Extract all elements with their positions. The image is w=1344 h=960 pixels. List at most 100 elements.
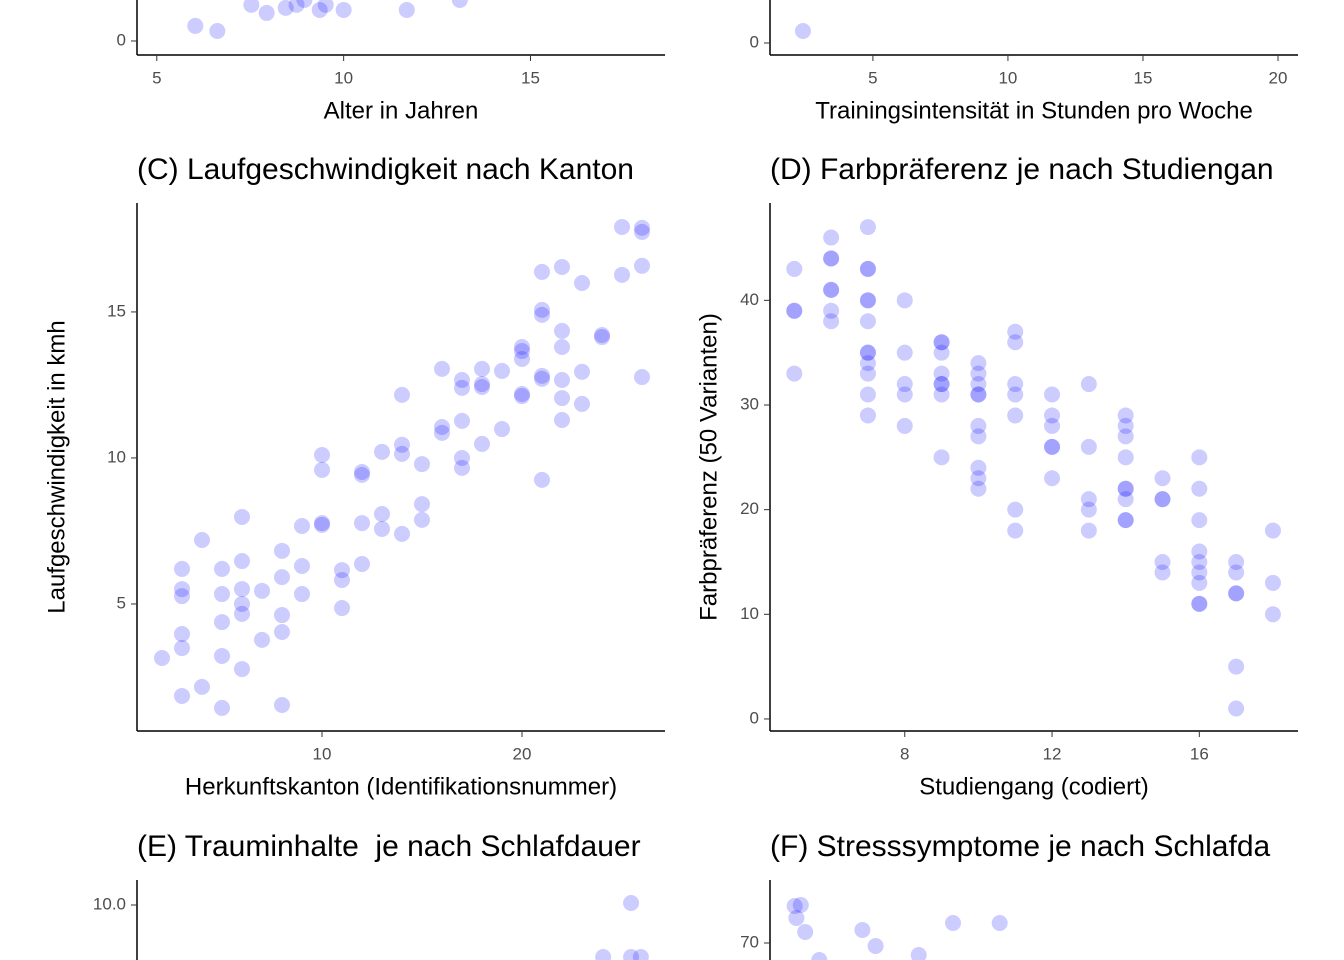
point: [194, 532, 210, 549]
point: [451, 0, 468, 8]
x-tick-label: 15: [1134, 68, 1153, 87]
point: [554, 258, 570, 275]
point: [254, 631, 270, 648]
point: [970, 386, 987, 403]
point: [1117, 417, 1134, 434]
point: [394, 525, 410, 542]
point: [1044, 417, 1061, 434]
point: [970, 376, 987, 393]
point: [1044, 386, 1061, 403]
point: [1007, 522, 1024, 539]
point: [454, 449, 470, 466]
point: [970, 386, 987, 403]
point: [1228, 585, 1245, 602]
point: [786, 302, 803, 319]
point: [174, 560, 190, 577]
point: [174, 581, 190, 598]
point: [514, 388, 530, 405]
point: [1080, 376, 1097, 393]
point: [1191, 595, 1208, 612]
point: [1117, 512, 1134, 529]
chart-title: (F) Stresssymptome je nach Schlafda: [770, 830, 1271, 863]
point: [1007, 334, 1024, 351]
point: [274, 569, 290, 586]
point: [1117, 480, 1134, 497]
point: [823, 281, 840, 298]
point: [474, 376, 490, 393]
x-tick-label: 20: [1269, 68, 1288, 87]
point: [354, 463, 370, 480]
point: [910, 946, 927, 960]
x-tick-label: 5: [868, 68, 877, 87]
point: [311, 1, 328, 18]
point: [970, 365, 987, 382]
point: [534, 263, 550, 280]
point: [1044, 438, 1061, 455]
point: [859, 292, 876, 309]
point: [534, 367, 550, 384]
point: [1044, 438, 1061, 455]
point: [554, 338, 570, 355]
point: [1080, 491, 1097, 508]
x-tick-label: 10: [998, 68, 1017, 87]
point: [434, 418, 450, 435]
point: [394, 436, 410, 453]
point: [174, 687, 190, 704]
point: [1228, 658, 1245, 675]
point: [234, 553, 250, 570]
point: [823, 250, 840, 267]
point: [797, 924, 814, 941]
point: [317, 0, 334, 13]
point: [454, 412, 470, 429]
point: [1264, 574, 1281, 591]
point: [1007, 323, 1024, 340]
point: [174, 640, 190, 657]
point: [859, 219, 876, 236]
point: [1154, 564, 1171, 581]
point: [554, 322, 570, 339]
point: [394, 386, 410, 403]
point: [474, 435, 490, 452]
point: [474, 360, 490, 377]
point: [454, 371, 470, 388]
point: [574, 275, 590, 292]
point: [294, 517, 310, 534]
point: [1080, 522, 1097, 539]
point: [1044, 470, 1061, 487]
point: [945, 914, 962, 931]
point: [534, 370, 550, 387]
point: [933, 334, 950, 351]
point: [594, 327, 610, 343]
point: [335, 1, 352, 18]
point: [1117, 449, 1134, 466]
x-tick-label: 10: [313, 744, 332, 763]
point: [970, 428, 987, 445]
point: [534, 471, 550, 488]
point: [258, 4, 275, 21]
point: [970, 480, 987, 497]
point: [374, 506, 390, 523]
point: [209, 22, 226, 39]
point: [970, 470, 987, 487]
point: [1264, 606, 1281, 623]
point: [823, 281, 840, 298]
y-tick-label: 10: [740, 604, 759, 623]
point: [634, 369, 650, 386]
point: [1191, 595, 1208, 612]
point: [277, 0, 294, 16]
point: [867, 938, 884, 955]
y-tick-label: 15: [107, 301, 126, 320]
y-tick-label: 0: [750, 708, 759, 727]
point: [294, 558, 310, 574]
point: [494, 362, 510, 379]
point: [896, 386, 913, 403]
point: [354, 515, 370, 532]
point: [554, 371, 570, 388]
point: [374, 443, 390, 460]
point: [1117, 407, 1134, 424]
y-tick-label: 20: [740, 499, 759, 518]
y-tick-label: 30: [740, 394, 759, 413]
x-tick-label: 5: [152, 68, 161, 87]
point: [1007, 386, 1024, 403]
point: [1117, 512, 1134, 529]
